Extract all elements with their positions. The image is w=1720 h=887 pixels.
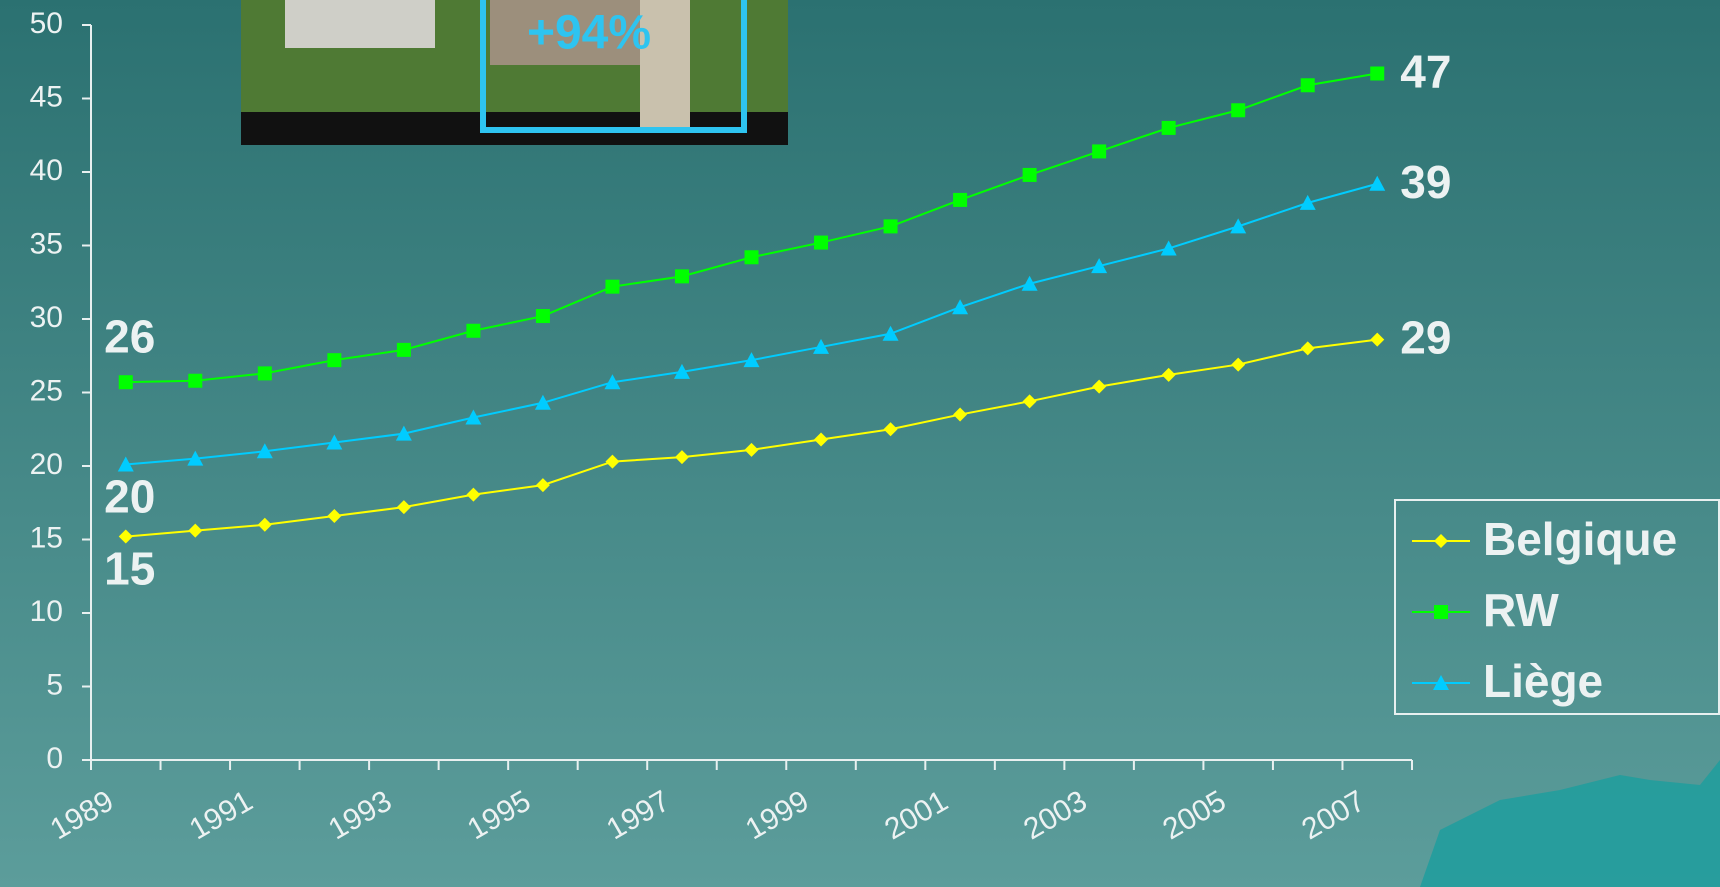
- data-point: [257, 517, 272, 532]
- data-point: [674, 269, 689, 284]
- annotation: +94%: [527, 7, 651, 60]
- data-point: [953, 407, 968, 422]
- y-tick-label: 20: [30, 448, 63, 481]
- legend-marker: [1434, 605, 1448, 619]
- photo-road: [640, 0, 690, 130]
- data-point: [1230, 218, 1247, 234]
- data-point: [1369, 175, 1386, 191]
- data-point: [814, 432, 829, 447]
- data-point: [327, 353, 342, 368]
- photo-farm: [490, 0, 640, 65]
- y-tick-label: 15: [30, 521, 63, 554]
- data-point: [744, 250, 759, 265]
- data-point: [1022, 167, 1037, 182]
- legend-label: RW: [1483, 584, 1559, 636]
- data-point: [396, 342, 411, 357]
- data-point: [395, 425, 412, 441]
- y-tick-label: 25: [30, 374, 63, 407]
- data-point: [465, 409, 482, 425]
- data-point: [188, 373, 203, 388]
- y-tick-label: 45: [30, 80, 63, 113]
- legend-marker: [1434, 534, 1448, 548]
- data-point: [605, 279, 620, 294]
- data-point: [534, 394, 551, 410]
- data-point: [466, 323, 481, 338]
- legend-label: Belgique: [1483, 513, 1677, 565]
- y-tick-label: 10: [30, 595, 63, 628]
- data-label: 26: [104, 310, 155, 362]
- data-point: [535, 478, 550, 493]
- data-point: [1092, 144, 1107, 159]
- data-point: [1091, 258, 1108, 274]
- data-point: [1300, 341, 1315, 356]
- data-point: [256, 443, 273, 459]
- y-tick-label: 30: [30, 301, 63, 334]
- data-point: [1231, 103, 1246, 118]
- data-point: [953, 192, 968, 207]
- data-point: [1092, 379, 1107, 394]
- data-point: [674, 450, 689, 465]
- data-point: [1160, 240, 1177, 256]
- y-tick-label: 40: [30, 154, 63, 187]
- data-point: [1231, 357, 1246, 372]
- data-point: [743, 352, 760, 368]
- legend-label: Liège: [1483, 655, 1603, 707]
- data-point: [187, 450, 204, 466]
- y-tick-label: 5: [46, 668, 63, 701]
- data-point: [1370, 66, 1385, 81]
- data-point: [814, 235, 829, 250]
- y-tick-label: 0: [46, 742, 63, 775]
- legend-marker: [1433, 675, 1449, 690]
- data-point: [1161, 367, 1176, 382]
- data-label: 20: [104, 471, 155, 523]
- data-point: [883, 422, 898, 437]
- data-point: [466, 487, 481, 502]
- data-label: 39: [1400, 156, 1451, 208]
- photo: +94%: [241, 0, 788, 145]
- data-point: [1300, 78, 1315, 93]
- data-point: [396, 500, 411, 515]
- data-point: [118, 529, 133, 544]
- data-label: 47: [1400, 46, 1451, 98]
- data-point: [744, 442, 759, 457]
- data-point: [952, 299, 969, 315]
- data-point: [535, 309, 550, 324]
- data-point: [605, 454, 620, 469]
- data-point: [1021, 275, 1038, 291]
- data-point: [1299, 194, 1316, 210]
- data-point: [327, 508, 342, 523]
- data-point: [188, 523, 203, 538]
- data-point: [326, 434, 343, 450]
- data-point: [117, 456, 134, 472]
- data-label: 29: [1400, 312, 1451, 364]
- data-point: [118, 375, 133, 390]
- y-tick-label: 35: [30, 227, 63, 260]
- data-point: [883, 219, 898, 234]
- data-point: [882, 325, 899, 341]
- data-point: [673, 363, 690, 379]
- data-point: [1022, 394, 1037, 409]
- photo-highlight: [480, 0, 747, 133]
- data-label: 15: [104, 543, 155, 595]
- y-tick-label: 50: [30, 7, 63, 40]
- legend-box: [1394, 499, 1720, 715]
- data-point: [1161, 120, 1176, 135]
- data-point: [604, 374, 621, 390]
- data-point: [813, 338, 830, 354]
- decoration: [1420, 760, 1720, 887]
- data-point: [257, 366, 272, 381]
- photo-house: [285, 0, 435, 48]
- data-point: [1370, 332, 1385, 347]
